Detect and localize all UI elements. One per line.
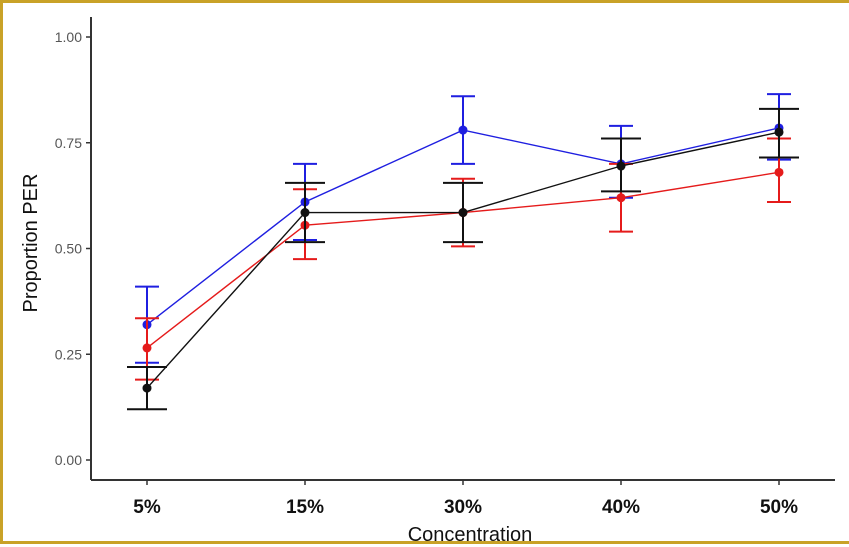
data-point <box>300 208 310 218</box>
y-tick-label: 0.75 <box>55 135 82 151</box>
data-point <box>616 193 626 203</box>
y-tick-label: 0.00 <box>55 452 82 468</box>
data-point <box>774 127 784 137</box>
y-tick-label: 1.00 <box>55 29 82 45</box>
x-tick-label: 15% <box>286 497 324 518</box>
data-point <box>458 125 468 135</box>
data-point <box>142 343 152 353</box>
series-3 <box>127 107 799 411</box>
y-axis-title: Proportion PER <box>20 174 42 313</box>
x-tick-label: 5% <box>133 497 161 518</box>
data-point <box>616 161 626 171</box>
series-line <box>146 131 780 389</box>
axes <box>90 17 835 481</box>
chart-plot: 0.00 0.25 0.50 0.75 1.00 5% 15% 30% 40% 50% Conc… <box>20 17 835 546</box>
data-point <box>458 208 468 218</box>
y-tick-label: 0.25 <box>55 346 82 362</box>
y-ticks: 0.00 0.25 0.50 0.75 1.00 <box>55 29 91 468</box>
y-tick-label: 0.50 <box>55 241 82 257</box>
x-tick-label: 40% <box>602 497 640 518</box>
x-axis-title: Concentration <box>408 524 533 546</box>
series-group <box>127 93 799 411</box>
data-point <box>142 383 152 393</box>
x-ticks: 5% 15% 30% 40% 50% <box>133 480 798 518</box>
x-tick-label: 30% <box>444 497 482 518</box>
x-tick-label: 50% <box>760 497 798 518</box>
data-point <box>774 167 784 177</box>
series-2 <box>135 137 791 381</box>
